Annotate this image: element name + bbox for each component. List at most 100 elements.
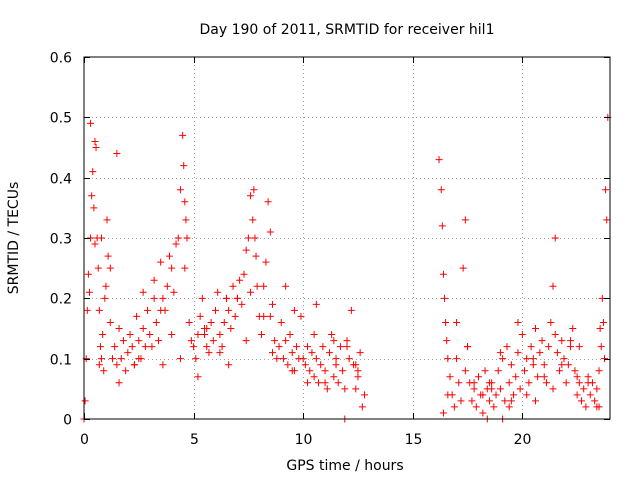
- data-point: [514, 349, 522, 357]
- data-point: [547, 318, 555, 326]
- data-point: [356, 349, 364, 357]
- data-point: [242, 337, 250, 345]
- data-point: [115, 379, 123, 387]
- data-point: [580, 385, 588, 393]
- data-point: [148, 343, 156, 351]
- data-point: [91, 137, 99, 145]
- data-point: [503, 343, 511, 351]
- data-point: [599, 318, 607, 326]
- data-point: [99, 331, 107, 339]
- data-point: [250, 186, 258, 194]
- data-point: [282, 282, 290, 290]
- data-point: [104, 252, 112, 260]
- data-point: [312, 355, 320, 363]
- data-point: [102, 282, 110, 290]
- x-axis-label: GPS time / hours: [286, 458, 403, 474]
- data-point: [529, 355, 537, 363]
- data-point: [214, 288, 222, 296]
- data-point: [115, 325, 123, 332]
- data-point: [540, 373, 548, 381]
- data-point: [330, 373, 338, 381]
- data-point: [90, 204, 98, 212]
- data-point: [100, 367, 108, 375]
- x-tick-label: 0: [80, 432, 89, 448]
- data-point: [529, 361, 537, 369]
- data-point: [332, 355, 340, 363]
- data-point: [266, 228, 274, 236]
- data-point: [542, 379, 550, 387]
- data-point: [558, 337, 566, 345]
- axis-ticks: 0 0.1 0.2 0.3 0.4 0.5 0.6 0 5 10 15 20: [50, 51, 610, 448]
- data-point: [152, 318, 160, 326]
- data-point: [165, 252, 173, 260]
- data-point: [553, 349, 561, 357]
- data-point: [135, 337, 143, 345]
- data-point: [441, 294, 449, 302]
- data-point: [567, 343, 575, 351]
- chart-title: Day 190 of 2011, SRMTID for receiver hil…: [200, 22, 495, 38]
- data-point: [126, 331, 134, 339]
- data-point: [461, 367, 469, 375]
- data-point: [499, 355, 507, 363]
- data-point: [453, 355, 461, 363]
- data-point: [560, 355, 568, 363]
- data-point: [304, 343, 312, 351]
- data-point: [361, 391, 369, 399]
- data-point: [312, 300, 320, 308]
- data-point: [83, 306, 91, 314]
- data-point: [222, 294, 230, 302]
- y-tick-label: 0.5: [50, 111, 72, 127]
- data-point: [459, 264, 467, 272]
- data-point: [549, 282, 557, 290]
- data-point: [98, 355, 106, 363]
- data-point: [321, 379, 329, 387]
- data-point: [591, 397, 599, 405]
- data-point: [150, 294, 158, 302]
- data-point: [455, 379, 463, 387]
- data-point: [505, 379, 513, 387]
- data-point: [119, 337, 127, 345]
- data-point: [225, 306, 233, 314]
- data-point: [139, 325, 147, 332]
- data-point: [510, 391, 518, 399]
- data-point: [103, 216, 111, 224]
- data-point: [593, 403, 601, 411]
- data-point: [330, 337, 338, 345]
- data-point: [85, 288, 93, 296]
- data-point: [496, 385, 504, 393]
- data-point: [124, 349, 132, 357]
- data-point: [247, 192, 255, 200]
- data-point: [319, 343, 327, 351]
- data-point: [268, 349, 276, 357]
- data-point: [87, 119, 95, 127]
- data-point: [518, 331, 526, 339]
- data-point: [439, 409, 447, 417]
- data-point: [304, 379, 312, 387]
- y-tick-label: 0.3: [50, 232, 72, 248]
- data-point: [584, 373, 592, 381]
- data-point: [540, 361, 548, 369]
- data-point: [159, 361, 167, 369]
- data-point: [601, 355, 609, 363]
- data-point: [586, 391, 594, 399]
- data-point: [521, 367, 529, 375]
- data-point: [187, 337, 195, 345]
- data-point: [527, 343, 535, 351]
- data-point: [108, 355, 116, 363]
- data-point: [98, 234, 106, 242]
- data-point: [328, 331, 336, 339]
- data-point: [475, 373, 482, 381]
- data-point: [180, 162, 188, 170]
- data-point: [264, 198, 272, 206]
- data-point: [144, 306, 152, 314]
- data-point: [101, 294, 109, 302]
- data-point: [310, 373, 318, 381]
- data-point: [275, 343, 283, 351]
- data-point: [220, 318, 228, 326]
- data-point: [253, 282, 261, 290]
- data-point: [597, 343, 605, 351]
- data-point: [96, 343, 104, 351]
- data-point: [249, 216, 257, 224]
- data-point: [536, 349, 544, 357]
- data-point: [571, 367, 579, 375]
